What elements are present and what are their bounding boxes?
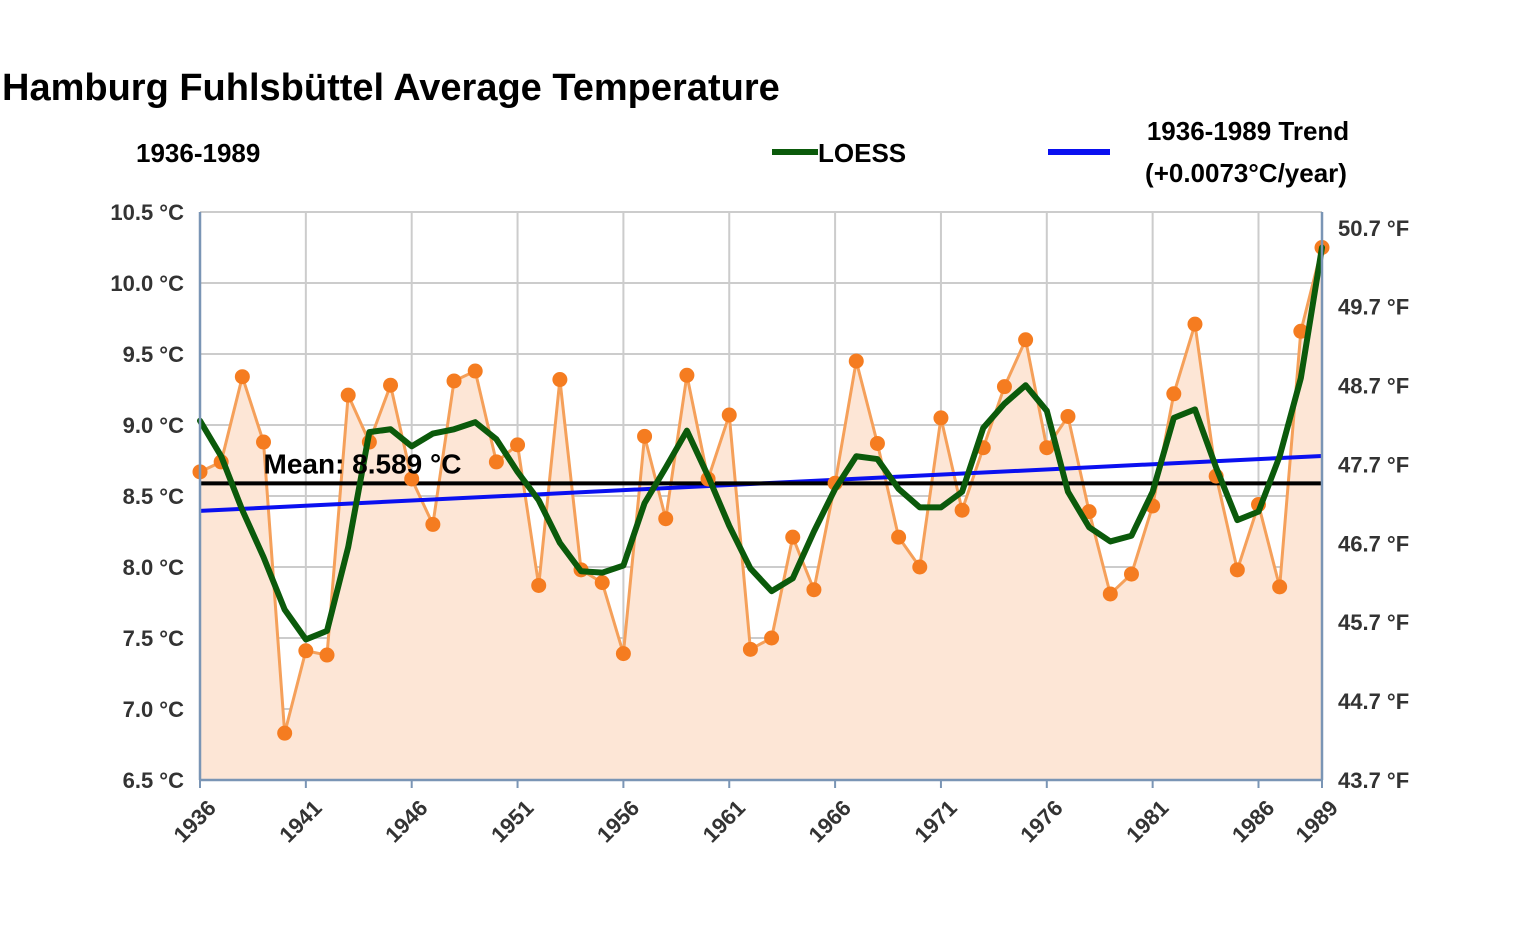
x-tick-label: 1961 xyxy=(698,795,750,847)
y-tick-label-left: 6.5 °C xyxy=(123,768,184,793)
data-point-1940 xyxy=(277,725,293,741)
data-point-1952 xyxy=(531,577,547,593)
legend-loess-label: LOESS xyxy=(818,138,906,168)
y-tick-label-right: 49.7 °F xyxy=(1338,295,1409,320)
x-tick-label: 1976 xyxy=(1015,795,1067,847)
data-point-1951 xyxy=(510,437,526,453)
x-tick-label: 1971 xyxy=(909,795,961,847)
data-point-1970 xyxy=(912,559,928,575)
legend-trend-rate: (+0.0073°C/year) xyxy=(1145,158,1347,188)
y-tick-label-right: 50.7 °F xyxy=(1338,216,1409,241)
data-point-1945 xyxy=(383,377,399,393)
data-point-1971 xyxy=(933,410,949,426)
data-point-1987 xyxy=(1272,579,1288,595)
x-tick-label: 1981 xyxy=(1121,795,1173,847)
data-point-1946 xyxy=(404,471,420,487)
plot-area xyxy=(192,211,1330,781)
y-tick-label-right: 48.7 °F xyxy=(1338,374,1409,399)
data-point-1983 xyxy=(1187,316,1203,332)
legend-trend-label: 1936-1989 Trend xyxy=(1147,116,1349,146)
legend: LOESS 1936-1989 Trend (+0.0073°C/year) xyxy=(772,116,1349,188)
data-point-1955 xyxy=(594,575,610,591)
y-tick-label-right: 43.7 °F xyxy=(1338,768,1409,793)
y-tick-label-right: 46.7 °F xyxy=(1338,531,1409,556)
chart-subtitle: 1936-1989 xyxy=(136,138,260,168)
y-tick-label-left: 10.5 °C xyxy=(110,200,184,225)
data-point-1947 xyxy=(425,516,441,532)
data-point-1953 xyxy=(552,372,568,388)
y-tick-label-left: 7.0 °C xyxy=(123,697,184,722)
data-point-1988 xyxy=(1293,323,1309,339)
data-point-1943 xyxy=(340,387,356,403)
data-point-1950 xyxy=(488,454,504,470)
data-point-1962 xyxy=(742,641,758,657)
observed-series-line xyxy=(199,247,1324,734)
data-point-1938 xyxy=(234,369,250,385)
y-tick-label-left: 9.5 °C xyxy=(123,342,184,367)
data-point-1965 xyxy=(806,582,822,598)
y-tick-label-right: 47.7 °F xyxy=(1338,452,1409,477)
y-tick-label-right: 45.7 °F xyxy=(1338,610,1409,635)
data-point-1957 xyxy=(637,428,653,444)
data-point-1974 xyxy=(996,379,1012,395)
data-point-1969 xyxy=(891,529,907,545)
x-tick-label: 1986 xyxy=(1227,795,1279,847)
data-point-1959 xyxy=(679,367,695,383)
x-tick-label: 1941 xyxy=(274,795,326,847)
x-tick-label: 1946 xyxy=(380,795,432,847)
chart-title: Hamburg Fuhlsbüttel Average Temperature xyxy=(2,67,780,109)
x-tick-label: 1956 xyxy=(592,795,644,847)
x-tick-label: 1951 xyxy=(486,795,538,847)
data-point-1985 xyxy=(1229,562,1245,578)
x-tick-label: 1989 xyxy=(1291,795,1343,847)
data-point-1942 xyxy=(319,647,335,663)
data-point-1964 xyxy=(785,529,801,545)
data-point-1941 xyxy=(298,643,314,659)
data-point-1967 xyxy=(848,353,864,369)
data-point-1958 xyxy=(658,511,674,527)
observed-area-fill xyxy=(200,247,1322,780)
data-point-1976 xyxy=(1039,440,1055,456)
data-point-1982 xyxy=(1166,386,1182,402)
data-point-1961 xyxy=(721,407,737,423)
data-point-1949 xyxy=(467,363,483,379)
data-point-1963 xyxy=(764,630,780,646)
data-point-1977 xyxy=(1060,408,1076,424)
y-tick-label-left: 10.0 °C xyxy=(110,271,184,296)
y-tick-label-left: 9.0 °C xyxy=(123,413,184,438)
data-point-1979 xyxy=(1102,586,1118,602)
x-tick-label: 1966 xyxy=(804,795,856,847)
y-tick-label-left: 7.5 °C xyxy=(123,626,184,651)
data-point-1948 xyxy=(446,373,462,389)
data-point-1968 xyxy=(869,435,885,451)
data-point-1975 xyxy=(1018,332,1034,348)
x-tick-label: 1936 xyxy=(169,795,221,847)
data-point-1939 xyxy=(256,434,272,450)
y-tick-label-left: 8.5 °C xyxy=(123,484,184,509)
data-point-1972 xyxy=(954,502,970,518)
mean-label: Mean: 8.589 °C xyxy=(264,448,462,479)
data-point-1956 xyxy=(615,646,631,662)
loess-line xyxy=(197,244,1325,643)
y-tick-label-right: 44.7 °F xyxy=(1338,689,1409,714)
y-tick-label-left: 8.0 °C xyxy=(123,555,184,580)
data-point-1980 xyxy=(1123,566,1139,582)
